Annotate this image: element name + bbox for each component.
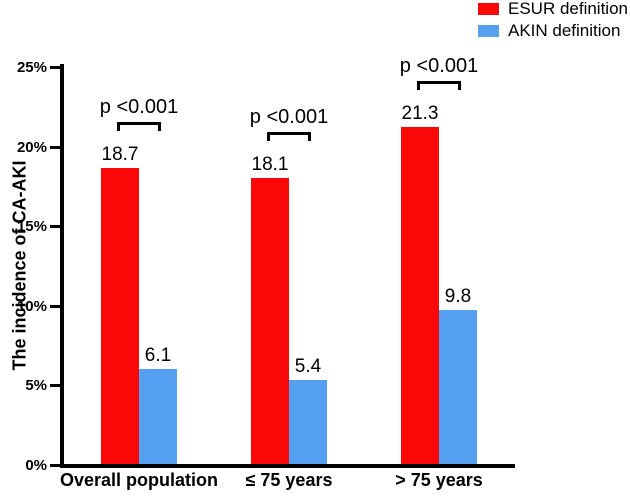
significance-bracket-0: [117, 122, 161, 132]
bar-esur-0: [101, 168, 139, 466]
y-axis-tick: [50, 384, 60, 388]
x-axis-line: [60, 464, 515, 468]
bar-value-label-esur-1: 18.1: [251, 153, 289, 175]
bar-value-label-akin-0: 6.1: [144, 344, 172, 366]
legend-swatch-esur: [477, 2, 499, 15]
bar-esur-1: [251, 177, 289, 466]
x-axis-label-2: > 75 years: [395, 470, 483, 490]
y-axis-tick: [50, 145, 60, 149]
legend-swatch-akin: [477, 24, 499, 37]
significance-bracket-1: [267, 131, 311, 141]
p-value-label-0: p <0.001: [99, 96, 179, 119]
y-axis-tick: [50, 225, 60, 229]
y-axis-tick-label: 25%: [16, 59, 47, 76]
bar-value-label-esur-2: 21.3: [401, 102, 439, 124]
p-value-label-1: p <0.001: [249, 105, 329, 128]
y-axis-line: [60, 64, 64, 468]
bar-esur-2: [401, 126, 439, 466]
bar-value-label-akin-2: 9.8: [444, 285, 472, 307]
bar-value-label-esur-0: 18.7: [101, 144, 139, 166]
bar-value-label-akin-1: 5.4: [294, 356, 322, 378]
y-axis-tick-label: 20%: [16, 138, 47, 156]
y-axis-tick-label: 5%: [25, 377, 47, 395]
bar-akin-2: [439, 309, 477, 466]
p-value-label-2: p <0.001: [399, 54, 479, 77]
legend-item-esur: ESUR definition: [477, 0, 628, 18]
x-axis-label-1: ≤ 75 years: [245, 470, 333, 490]
legend-item-akin: AKIN definition: [477, 21, 628, 40]
bar-akin-0: [139, 368, 177, 466]
legend: ESUR definition AKIN definition: [477, 0, 628, 45]
y-axis-tick: [50, 304, 60, 308]
legend-label-akin: AKIN definition: [507, 21, 621, 40]
legend-label-esur: ESUR definition: [507, 0, 628, 18]
bar-akin-1: [289, 380, 327, 466]
y-axis-tick: [50, 464, 60, 467]
y-axis-tick-label: 15%: [16, 218, 47, 236]
x-axis-label-0: Overall population: [59, 470, 219, 490]
y-axis-tick: [50, 66, 60, 69]
y-axis-tick-label: 0%: [25, 457, 47, 474]
y-axis-title: The incidence of CA-AKI: [9, 160, 30, 371]
significance-bracket-2: [417, 80, 461, 90]
y-axis-tick-label: 10%: [16, 297, 47, 315]
